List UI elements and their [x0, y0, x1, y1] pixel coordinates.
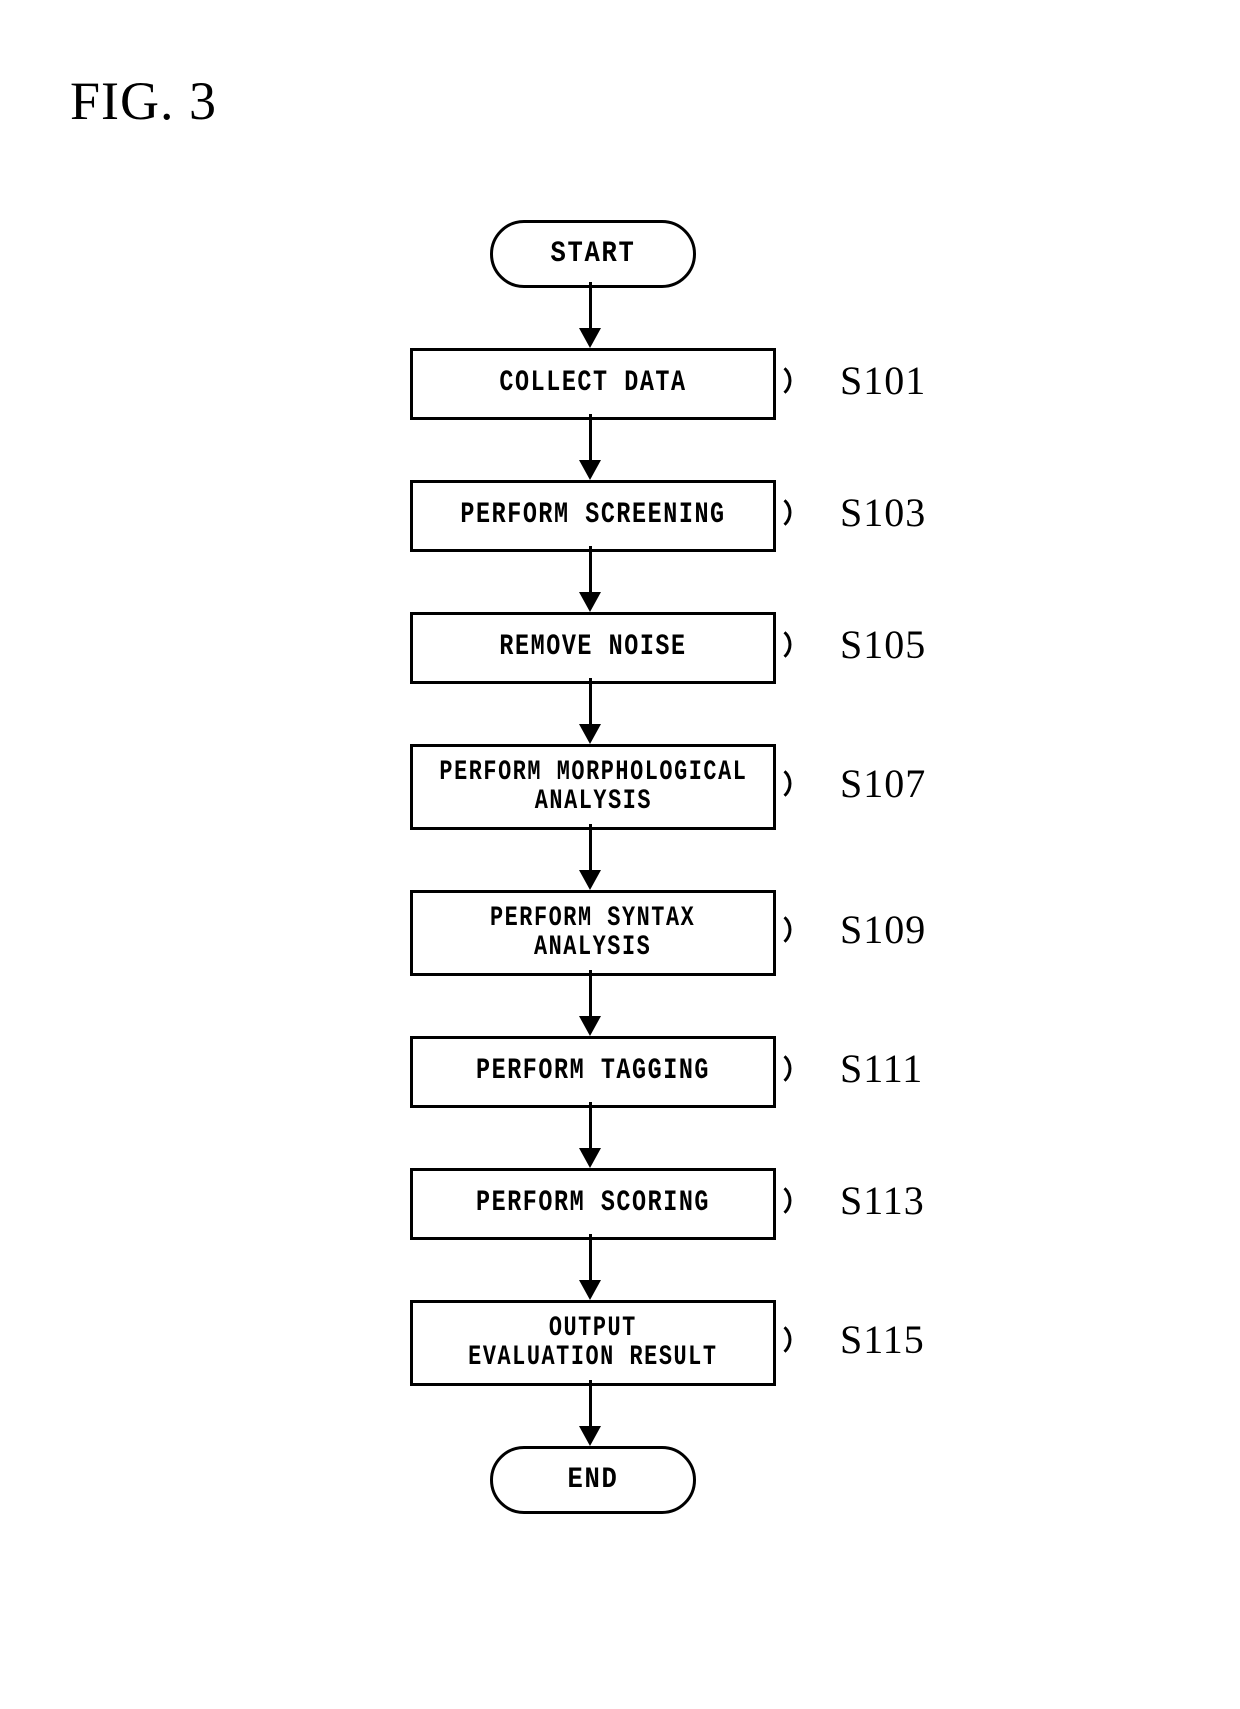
- flow-edge: [589, 970, 592, 1016]
- step-label-s103: S103: [840, 489, 926, 536]
- step-label-s107: S107: [840, 760, 926, 807]
- flow-arrowhead: [579, 724, 601, 744]
- step-label-s115: S115: [840, 1316, 925, 1363]
- label-tick: [772, 1326, 799, 1353]
- flow-node-s101: COLLECT DATA: [410, 348, 776, 420]
- flow-node-text: COLLECT DATA: [499, 368, 686, 400]
- flow-node-text: PERFORM SCORING: [476, 1188, 710, 1220]
- flow-arrowhead: [579, 1148, 601, 1168]
- label-tick: [772, 631, 799, 658]
- flow-node-text: END: [567, 1463, 618, 1497]
- flow-node-text: PERFORM TAGGING: [476, 1056, 710, 1088]
- step-label-s113: S113: [840, 1177, 925, 1224]
- flow-edge: [589, 1234, 592, 1280]
- label-tick: [772, 770, 799, 797]
- flow-node-end: END: [490, 1446, 696, 1514]
- figure-title: FIG. 3: [70, 70, 217, 132]
- flow-node-text: REMOVE NOISE: [499, 632, 686, 664]
- flow-edge: [589, 1102, 592, 1148]
- flow-node-s103: PERFORM SCREENING: [410, 480, 776, 552]
- flow-edge: [589, 1380, 592, 1426]
- label-tick: [772, 1187, 799, 1214]
- flow-arrowhead: [579, 870, 601, 890]
- step-label-s101: S101: [840, 357, 926, 404]
- flow-edge: [589, 678, 592, 724]
- label-tick: [772, 1055, 799, 1082]
- flow-edge: [589, 282, 592, 328]
- diagram-canvas: FIG. 3 START COLLECT DATA S101 PERFORM SCRE…: [0, 0, 1240, 1709]
- flow-node-text: PERFORM SYNTAX ANALYSIS: [490, 904, 695, 963]
- flow-node-text: START: [550, 237, 635, 271]
- step-label-s109: S109: [840, 906, 926, 953]
- step-label-s105: S105: [840, 621, 926, 668]
- flow-arrowhead: [579, 1280, 601, 1300]
- flow-node-text: PERFORM SCREENING: [460, 500, 725, 532]
- flow-arrowhead: [579, 592, 601, 612]
- flow-node-s107: PERFORM MORPHOLOGICAL ANALYSIS: [410, 744, 776, 830]
- label-tick: [772, 367, 799, 394]
- flow-arrowhead: [579, 1426, 601, 1446]
- label-tick: [772, 916, 799, 943]
- flow-arrowhead: [579, 460, 601, 480]
- step-label-s111: S111: [840, 1045, 923, 1092]
- flow-edge: [589, 414, 592, 460]
- flow-edge: [589, 546, 592, 592]
- label-tick: [772, 499, 799, 526]
- flow-arrowhead: [579, 1016, 601, 1036]
- flow-node-s113: PERFORM SCORING: [410, 1168, 776, 1240]
- flow-node-text: PERFORM MORPHOLOGICAL ANALYSIS: [439, 758, 747, 817]
- flow-node-s109: PERFORM SYNTAX ANALYSIS: [410, 890, 776, 976]
- flow-node-s111: PERFORM TAGGING: [410, 1036, 776, 1108]
- flow-arrowhead: [579, 328, 601, 348]
- flow-edge: [589, 824, 592, 870]
- flow-node-text: OUTPUT EVALUATION RESULT: [468, 1314, 717, 1373]
- flow-node-s115: OUTPUT EVALUATION RESULT: [410, 1300, 776, 1386]
- flow-node-s105: REMOVE NOISE: [410, 612, 776, 684]
- flow-node-start: START: [490, 220, 696, 288]
